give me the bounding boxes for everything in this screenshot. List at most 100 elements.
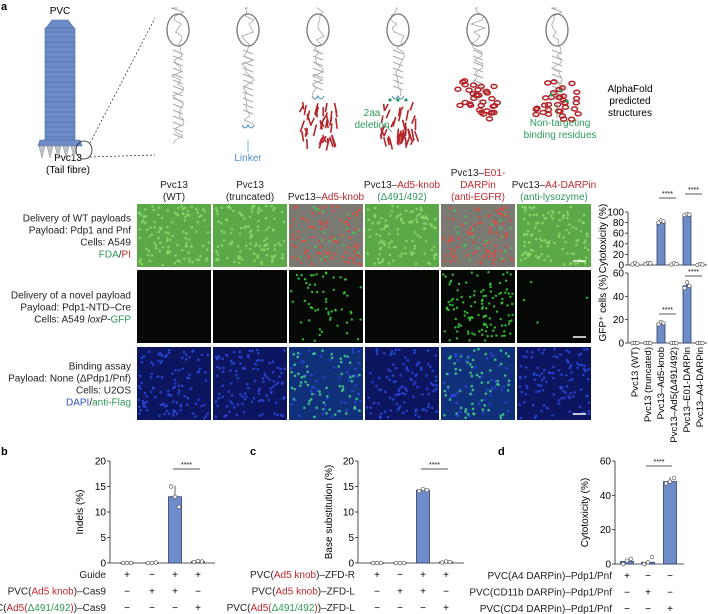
cell bbox=[448, 303, 452, 306]
cell bbox=[565, 349, 569, 352]
cell bbox=[460, 354, 463, 357]
condition-value: − bbox=[124, 603, 130, 614]
cell bbox=[357, 251, 360, 255]
column-header-4-segment: (Δ491/492) bbox=[377, 192, 427, 203]
knob-strand bbox=[328, 136, 334, 148]
cell bbox=[443, 259, 446, 262]
cell bbox=[444, 254, 448, 257]
cell bbox=[325, 220, 329, 224]
cell bbox=[139, 213, 143, 217]
cell bbox=[296, 257, 299, 260]
cell bbox=[411, 239, 414, 243]
cell bbox=[345, 408, 348, 412]
micrograph-background bbox=[213, 347, 287, 420]
cell bbox=[330, 310, 333, 313]
cell bbox=[456, 298, 459, 301]
cell bbox=[341, 385, 345, 388]
cell bbox=[449, 206, 452, 210]
row-label-1-segment: Cells: A549 bbox=[80, 238, 131, 249]
cell bbox=[405, 239, 408, 243]
beta-strand bbox=[172, 61, 184, 67]
cell bbox=[166, 251, 169, 254]
cell bbox=[535, 390, 538, 394]
cell bbox=[492, 251, 496, 255]
cell bbox=[334, 309, 337, 312]
cell bbox=[470, 384, 474, 388]
cell bbox=[506, 271, 509, 274]
cell bbox=[393, 352, 396, 355]
cell bbox=[328, 318, 332, 321]
cell bbox=[403, 356, 407, 359]
x-category-label: Pvc13 (WT) bbox=[630, 347, 641, 397]
cell bbox=[206, 231, 210, 234]
cell bbox=[225, 404, 229, 408]
cell bbox=[304, 251, 307, 255]
beta-strand bbox=[172, 85, 184, 91]
cell bbox=[523, 375, 527, 379]
cell bbox=[164, 231, 168, 234]
cell bbox=[217, 396, 220, 400]
cell bbox=[578, 363, 581, 367]
cell bbox=[142, 404, 145, 408]
beta-strand bbox=[242, 103, 254, 109]
cell bbox=[518, 403, 522, 406]
condition-label-segment: PVC( bbox=[8, 587, 33, 598]
cell bbox=[507, 383, 510, 387]
cell bbox=[489, 369, 492, 372]
cell bbox=[330, 352, 333, 356]
cell bbox=[450, 299, 453, 302]
cell bbox=[499, 249, 503, 253]
y-tick-label: 10 bbox=[343, 508, 355, 519]
cell bbox=[534, 414, 538, 418]
data-point bbox=[192, 559, 197, 565]
cell bbox=[523, 244, 526, 248]
darpin-helix bbox=[544, 80, 552, 86]
cell bbox=[456, 289, 459, 292]
column-header-2: (truncated) bbox=[226, 192, 274, 203]
cell bbox=[448, 235, 452, 239]
cell bbox=[297, 372, 300, 376]
darpin-helix bbox=[459, 79, 467, 85]
knob-strand bbox=[333, 102, 338, 113]
cell bbox=[227, 390, 231, 393]
cell bbox=[319, 244, 322, 248]
cell bbox=[343, 354, 347, 358]
cell bbox=[502, 273, 505, 276]
cell bbox=[214, 400, 218, 403]
cell bbox=[491, 219, 495, 223]
beta-strand bbox=[172, 67, 184, 73]
cell bbox=[357, 349, 360, 353]
cell bbox=[399, 374, 402, 377]
cell bbox=[292, 353, 296, 356]
darpin-helix bbox=[568, 80, 576, 87]
cell bbox=[232, 361, 236, 365]
cell bbox=[357, 392, 361, 396]
cell bbox=[233, 260, 236, 264]
cell bbox=[315, 273, 318, 276]
cell bbox=[174, 253, 177, 257]
cell bbox=[505, 288, 509, 291]
cell bbox=[434, 226, 437, 230]
cell bbox=[318, 393, 322, 396]
cell bbox=[562, 236, 565, 239]
condition-value: + bbox=[172, 587, 178, 598]
data-point bbox=[645, 560, 651, 565]
cell bbox=[347, 260, 350, 264]
cell bbox=[461, 223, 464, 227]
cell bbox=[173, 385, 177, 389]
cell bbox=[185, 232, 188, 235]
cell bbox=[352, 257, 355, 260]
cell bbox=[276, 413, 279, 416]
data-point bbox=[153, 560, 158, 565]
cell bbox=[451, 273, 454, 276]
cell bbox=[306, 286, 310, 290]
cell bbox=[369, 406, 373, 409]
cell bbox=[518, 385, 522, 388]
cell bbox=[282, 220, 286, 224]
knob-strand bbox=[299, 120, 306, 133]
cell bbox=[469, 371, 472, 375]
cell bbox=[492, 258, 495, 262]
cell bbox=[186, 209, 190, 213]
condition-label-segment: ) bbox=[70, 603, 73, 614]
